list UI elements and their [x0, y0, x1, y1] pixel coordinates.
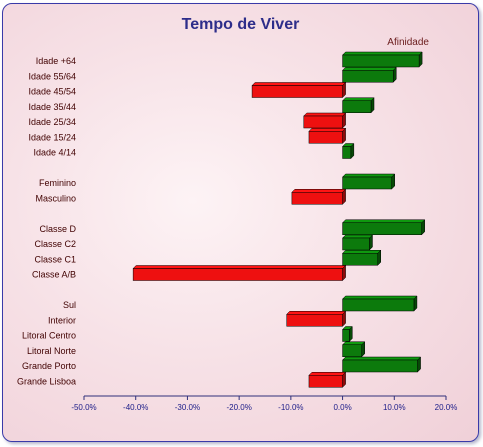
- bar-top: [341, 219, 426, 223]
- bar: [341, 66, 397, 83]
- bar-front: [342, 100, 372, 113]
- x-tick-label: -50.0%: [71, 403, 96, 412]
- bar: [341, 51, 423, 68]
- bar-front: [342, 54, 420, 68]
- bar-top: [341, 97, 375, 101]
- bar-front: [342, 176, 392, 190]
- bar-top: [341, 173, 396, 178]
- bar: [341, 325, 353, 343]
- bar-front: [251, 85, 343, 98]
- category-label: Masculino: [35, 193, 76, 203]
- category-label: Sul: [63, 300, 76, 310]
- bar: [341, 249, 382, 266]
- category-label: Classe C2: [34, 239, 76, 249]
- category-label: Idade 45/54: [28, 87, 76, 97]
- bar: [341, 97, 375, 114]
- bar-front: [291, 192, 343, 205]
- bar: [308, 127, 347, 144]
- category-label: Idade 25/34: [28, 117, 76, 127]
- category-label: Classe D: [39, 224, 76, 234]
- category-label: Litoral Norte: [27, 346, 76, 356]
- category-label: Grande Lisboa: [17, 376, 76, 386]
- x-tick-label: 10.0%: [383, 403, 406, 412]
- bar-front: [342, 222, 422, 235]
- category-label: Idade 55/64: [28, 71, 76, 81]
- bar-front: [303, 115, 343, 129]
- bar-front: [342, 329, 350, 342]
- bar: [341, 341, 366, 358]
- bar-top: [341, 51, 423, 56]
- category-label: Feminino: [39, 178, 76, 188]
- x-tick-label: -10.0%: [278, 403, 303, 412]
- x-tick-label: -40.0%: [123, 403, 148, 412]
- bar: [341, 234, 374, 251]
- category-label: Classe A/B: [32, 270, 76, 280]
- bar-top: [341, 67, 397, 71]
- chart-frame: Tempo de Viver Afinidade Idade +64 Idade 5…: [2, 3, 479, 442]
- chart-title: Tempo de Viver: [181, 16, 300, 33]
- bar-front: [308, 375, 343, 388]
- category-label: Idade +64: [36, 56, 76, 66]
- bar: [132, 264, 347, 282]
- bar-front: [342, 298, 415, 312]
- bar: [308, 371, 347, 388]
- bar-front: [342, 70, 394, 83]
- bar: [286, 310, 347, 327]
- bar-top: [341, 250, 382, 254]
- bar: [341, 295, 418, 312]
- bar-front: [132, 268, 343, 281]
- x-tick-label: -30.0%: [175, 403, 200, 412]
- legend-entry-afinidade: Afinidade: [387, 37, 429, 48]
- category-label: Idade 35/44: [28, 102, 76, 112]
- bar: [341, 356, 422, 373]
- bar-chart: Afinidade Idade +64 Idade 55/64 Idade 45/54…: [17, 37, 458, 412]
- x-tick-label: -20.0%: [226, 403, 251, 412]
- category-label: Idade 4/14: [33, 148, 76, 158]
- bar-front: [342, 344, 362, 357]
- bar: [251, 81, 347, 99]
- category-label: Classe C1: [34, 254, 76, 264]
- bar: [291, 188, 347, 205]
- bar-top: [291, 189, 347, 193]
- bar-top: [303, 112, 347, 117]
- category-label: Interior: [48, 315, 76, 325]
- bar-top: [341, 295, 418, 300]
- bar-top: [308, 372, 347, 376]
- x-tick-label: 20.0%: [435, 403, 458, 412]
- bar-front: [342, 146, 352, 159]
- bar-front: [286, 314, 343, 327]
- x-tick-label: 0.0%: [333, 403, 351, 412]
- bar-front: [342, 237, 370, 251]
- bar-top: [308, 128, 347, 132]
- bar: [341, 173, 396, 190]
- bar-front: [308, 131, 343, 144]
- bar-top: [341, 234, 374, 239]
- bar-top: [341, 356, 422, 361]
- category-label: Litoral Centro: [22, 331, 76, 341]
- bar: [341, 219, 426, 236]
- bar: [341, 142, 355, 160]
- bar-top: [286, 311, 347, 315]
- bar: [303, 112, 347, 129]
- bar-front: [342, 359, 418, 373]
- bar-top: [251, 82, 347, 86]
- bar-top: [132, 265, 347, 269]
- category-label: Idade 15/24: [28, 132, 76, 142]
- bar-front: [342, 253, 378, 266]
- bar-top: [341, 341, 366, 345]
- category-label: Grande Porto: [22, 361, 76, 371]
